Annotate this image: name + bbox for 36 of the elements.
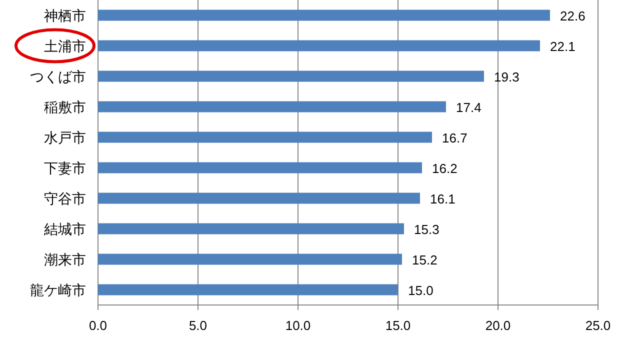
y-tick-label: 稲敷市 <box>44 98 86 115</box>
y-tick-label: 水戸市 <box>44 129 86 146</box>
x-tick-label: 10.0 <box>285 318 311 333</box>
bar <box>98 10 550 21</box>
y-tick-label: 龍ケ崎市 <box>30 282 86 298</box>
y-tick-label: つくば市 <box>30 68 86 84</box>
x-tick-label: 20.0 <box>485 318 511 333</box>
y-tick-label: 土浦市 <box>44 38 86 54</box>
bar <box>98 223 404 234</box>
data-label: 15.3 <box>414 222 440 237</box>
bar <box>98 101 446 112</box>
x-tick-label: 5.0 <box>188 318 208 333</box>
data-label: 17.4 <box>456 100 482 115</box>
data-label: 22.1 <box>550 38 576 54</box>
x-tick-label: 0.0 <box>88 318 108 333</box>
bar <box>98 70 484 82</box>
y-tick-label: 神栖市 <box>44 7 86 24</box>
y-tick-label: 結城市 <box>43 220 86 237</box>
data-label: 16.1 <box>430 191 456 206</box>
data-label: 19.3 <box>494 69 520 84</box>
bar <box>98 40 540 52</box>
data-label: 16.2 <box>432 160 458 176</box>
y-tick-label: 潮来市 <box>44 251 86 268</box>
bar <box>98 284 398 296</box>
bar <box>98 162 422 174</box>
data-label: 22.6 <box>560 8 586 24</box>
bar <box>98 132 432 143</box>
bar <box>98 254 402 265</box>
bar <box>98 192 420 204</box>
x-tick-label: 25.0 <box>585 318 611 333</box>
y-tick-label: 下妻市 <box>44 160 86 176</box>
data-label: 16.7 <box>442 130 468 146</box>
y-tick-label: 守谷市 <box>44 190 86 206</box>
x-tick-label: 15.0 <box>385 318 411 333</box>
data-label: 15.0 <box>408 282 434 298</box>
data-label: 15.2 <box>412 252 438 268</box>
